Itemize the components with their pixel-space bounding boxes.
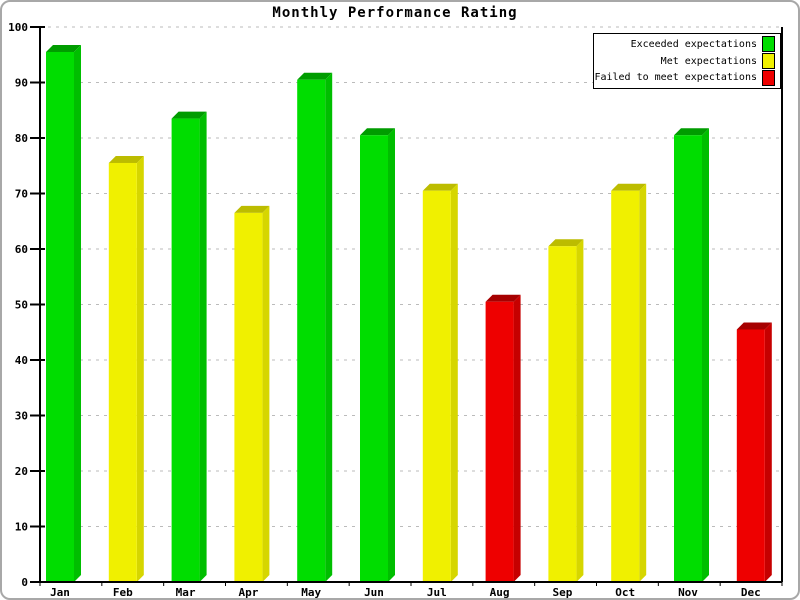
bar-jun	[360, 135, 388, 582]
x-tick-label-aug: Aug	[490, 586, 510, 599]
x-tick-label-mar: Mar	[176, 586, 196, 599]
bar-may-top-bevel	[297, 72, 333, 80]
bar-apr	[234, 212, 263, 583]
x-tick-label-dec: Dec	[741, 586, 761, 599]
bar-nov-side-bevel	[702, 128, 709, 582]
y-tick-label-40: 40	[15, 354, 28, 367]
legend: Exceeded expectations Met expectations F…	[593, 33, 781, 89]
bar-mar-side-bevel	[199, 111, 207, 582]
y-tick-label-0: 0	[21, 576, 28, 589]
bar-oct-side-bevel	[639, 183, 647, 582]
bar-jul-side-bevel	[450, 183, 458, 582]
legend-label-exceeded: Exceeded expectations	[630, 38, 757, 50]
bar-may-side-bevel	[325, 72, 333, 582]
legend-item-failed: Failed to meet expectations	[594, 69, 780, 86]
bar-jun-top-bevel	[360, 128, 395, 136]
bar-may	[297, 79, 326, 582]
y-tick-label-70: 70	[15, 188, 28, 201]
bar-jan	[46, 51, 74, 583]
bar-sep	[548, 246, 577, 582]
chart-title: Monthly Performance Rating	[272, 5, 518, 21]
bar-feb	[108, 162, 137, 582]
x-tick-label-may: May	[301, 586, 321, 599]
y-tick-label-90: 90	[15, 77, 28, 90]
bar-jun-side-bevel	[388, 128, 395, 582]
bar-mar-top-bevel	[171, 111, 207, 119]
legend-label-failed: Failed to meet expectations	[594, 72, 757, 84]
legend-label-met: Met expectations	[660, 55, 757, 67]
legend-swatch-green	[762, 36, 775, 53]
bar-aug-side-bevel	[513, 294, 521, 582]
legend-item-met: Met expectations	[594, 53, 780, 70]
x-tick-label-nov: Nov	[678, 586, 698, 599]
bar-jul	[422, 190, 451, 582]
bar-apr-side-bevel	[262, 205, 270, 583]
y-tick-label-30: 30	[15, 410, 28, 423]
y-tick-label-10: 10	[15, 521, 28, 534]
bar-dec-side-bevel	[764, 322, 772, 582]
bar-dec-top-bevel	[736, 322, 772, 330]
bar-jan-side-bevel	[74, 44, 81, 583]
bar-nov	[674, 135, 702, 582]
x-tick-label-oct: Oct	[615, 586, 635, 599]
bar-jul-top-bevel	[422, 183, 458, 191]
bar-oct-top-bevel	[611, 183, 647, 191]
bar-apr-top-bevel	[234, 205, 270, 213]
x-tick-label-apr: Apr	[238, 586, 258, 599]
x-tick-label-jan: Jan	[50, 586, 70, 599]
bar-sep-side-bevel	[576, 239, 584, 582]
bar-jan-top-bevel	[46, 44, 81, 52]
x-tick-label-jul: Jul	[427, 586, 447, 599]
x-tick-label-jun: Jun	[364, 586, 384, 599]
y-tick-label-60: 60	[15, 243, 28, 256]
legend-swatch-red	[762, 69, 775, 86]
legend-swatch-yellow	[762, 53, 775, 69]
y-tick-label-50: 50	[15, 299, 28, 312]
x-tick-label-feb: Feb	[113, 586, 133, 599]
bar-dec	[736, 329, 765, 582]
bar-feb-side-bevel	[136, 155, 144, 582]
bar-feb-top-bevel	[108, 155, 144, 163]
bar-oct	[611, 190, 640, 582]
y-tick-label-100: 100	[8, 21, 28, 34]
y-tick-label-20: 20	[15, 465, 28, 478]
bar-mar	[171, 118, 200, 582]
y-tick-label-80: 80	[15, 132, 28, 145]
bar-nov-top-bevel	[674, 128, 709, 136]
bar-aug-top-bevel	[485, 294, 521, 302]
x-tick-label-sep: Sep	[552, 586, 572, 599]
bar-aug	[485, 301, 514, 582]
legend-item-exceeded: Exceeded expectations	[594, 36, 780, 53]
bar-sep-top-bevel	[548, 239, 584, 247]
